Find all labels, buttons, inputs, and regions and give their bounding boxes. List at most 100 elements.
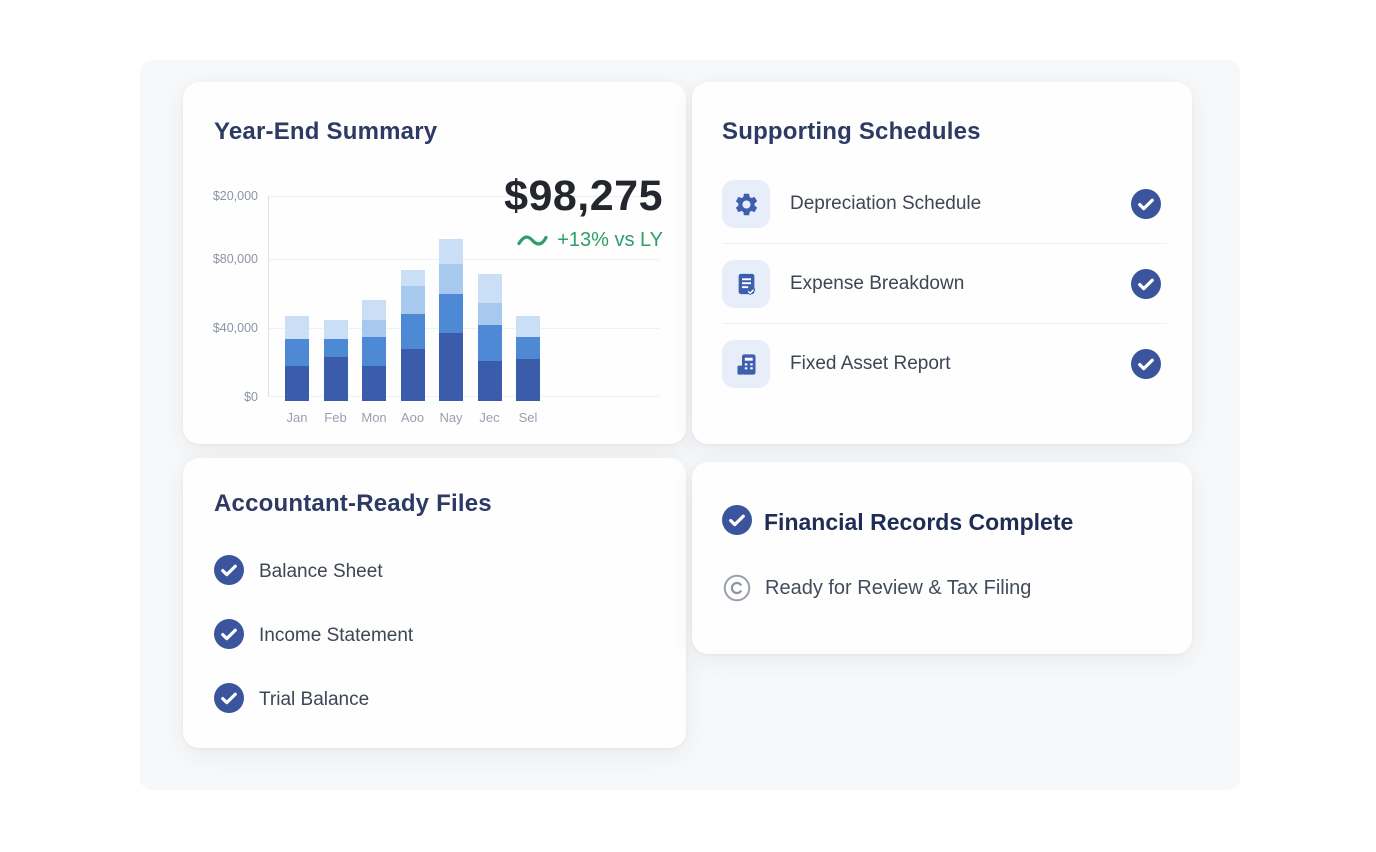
bar-column: Sel (516, 316, 540, 425)
bar-segment-tier-4-lightest (477, 274, 502, 304)
bar-column: Mon (361, 299, 387, 425)
bar-segment-tier-1-dark (400, 349, 425, 401)
year-end-bar-chart: Jan Feb Mon Aoo Nay (268, 196, 660, 425)
bar-segment-tier-3-light (362, 319, 386, 337)
x-axis-label: Jec (479, 410, 500, 425)
delta-row: +13% vs LY (504, 229, 663, 252)
bar-segment-tier-2-medium (400, 313, 425, 349)
schedule-label: Fixed Asset Report (790, 353, 951, 374)
card-title: Accountant-Ready Files (214, 490, 492, 517)
file-row[interactable]: Balance Sheet (214, 554, 383, 590)
y-axis-tick: $80,000 (212, 252, 258, 266)
bar-segment-tier-2-medium (477, 324, 502, 362)
check-circle-icon (1131, 349, 1161, 379)
file-row[interactable]: Income Statement (214, 618, 414, 654)
financial-status-card: Financial Records Complete Ready for Rev… (692, 462, 1192, 654)
bar-segment-tier-2-medium (516, 336, 540, 359)
check-circle-icon (1131, 269, 1161, 299)
gridline (269, 259, 660, 260)
x-axis-label: Feb (324, 410, 347, 425)
bar-segment-tier-4-lightest (400, 270, 425, 286)
y-axis-tick: $20,000 (212, 189, 258, 203)
bar-column: Nay (439, 238, 463, 425)
schedule-label: Expense Breakdown (790, 273, 965, 294)
icon-tile (722, 260, 770, 308)
check-circle-icon (722, 505, 752, 540)
status-row-complete: Financial Records Complete (722, 505, 1073, 540)
x-axis-label: Jan (286, 410, 308, 425)
check-circle-icon (214, 618, 244, 654)
bar-segment-tier-4-lightest (362, 299, 386, 320)
calculator-icon (737, 353, 755, 375)
schedule-row[interactable]: Fixed Asset Report (722, 340, 1167, 388)
bar-segment-tier-3-light (477, 303, 502, 325)
bar-segment-tier-1-dark (439, 333, 463, 401)
accountant-ready-files-card: Accountant-Ready Files Balance Sheet Inc… (183, 458, 686, 748)
bar-segment-tier-1-dark (362, 365, 386, 401)
total-value: $98,275 (504, 172, 663, 220)
y-axis-tick: $0 (244, 390, 258, 404)
card-title: Year-End Summary (214, 118, 438, 145)
trend-wave-icon (517, 235, 548, 246)
file-row[interactable]: Trial Balance (214, 682, 370, 718)
chart-bar (323, 319, 348, 401)
status-subtitle: Ready for Review & Tax Filing (765, 576, 1032, 599)
bar-column: Jec (477, 274, 502, 425)
schedule-row[interactable]: Expense Breakdown (722, 260, 1167, 308)
file-label: Trial Balance (259, 689, 370, 710)
x-axis-label: Aoo (400, 410, 425, 425)
bar-segment-tier-1-dark (323, 356, 348, 401)
bar-segment-tier-2-medium (362, 336, 386, 366)
card-title: Supporting Schedules (722, 118, 981, 145)
gear-icon (735, 193, 757, 215)
chart-bar (477, 274, 502, 401)
bar-column: Jan (285, 316, 309, 425)
bar-segment-tier-1-dark (285, 365, 309, 401)
x-axis-label: Sel (518, 410, 538, 425)
check-circle-icon (214, 554, 244, 590)
check-circle-icon (214, 682, 244, 718)
bar-segment-tier-2-medium (323, 338, 348, 357)
chart-bar (516, 316, 540, 401)
schedule-label: Depreciation Schedule (790, 193, 982, 214)
bar-column: Aoo (400, 270, 425, 425)
total-kpi: $98,275 +13% vs LY (504, 172, 663, 252)
gridline (269, 396, 660, 397)
bar-segment-tier-2-medium (439, 293, 463, 334)
year-end-summary-card: Year-End Summary $20,000 $80,000 $40,000… (183, 82, 686, 444)
chart-bar (400, 270, 425, 401)
supporting-schedules-card: Supporting Schedules Depreciation Schedu… (692, 82, 1192, 444)
chart-bar (362, 299, 386, 401)
bar-column: Feb (323, 319, 348, 425)
x-axis-label: Nay (439, 410, 463, 425)
bar-segment-tier-4-lightest (323, 319, 348, 339)
bar-segment-tier-1-dark (477, 361, 502, 401)
icon-tile (722, 340, 770, 388)
bar-segment-tier-3-light (400, 285, 425, 314)
y-axis: $20,000 $80,000 $40,000 $0 (183, 189, 258, 404)
file-label: Balance Sheet (259, 561, 383, 582)
file-label: Income Statement (259, 625, 414, 646)
bar-segment-tier-4-lightest (285, 316, 309, 339)
y-axis-tick: $40,000 (212, 321, 258, 335)
delta-label: +13% vs LY (557, 229, 663, 251)
bar-segment-tier-2-medium (285, 338, 309, 366)
divider (722, 243, 1167, 244)
circled-c-icon (723, 574, 751, 602)
document-check-icon (738, 273, 755, 295)
bar-group: Jan Feb Mon Aoo Nay (285, 238, 540, 425)
bar-segment-tier-3-light (439, 264, 463, 294)
x-axis-label: Mon (361, 410, 387, 425)
status-title: Financial Records Complete (764, 509, 1074, 535)
bar-segment-tier-4-lightest (439, 238, 463, 265)
gridline (269, 196, 660, 197)
gridline (269, 328, 660, 329)
chart-bar (439, 238, 463, 401)
chart-bar (285, 316, 309, 401)
divider (722, 323, 1167, 324)
schedule-row[interactable]: Depreciation Schedule (722, 180, 1167, 228)
check-circle-icon (1131, 189, 1161, 219)
bar-segment-tier-4-lightest (516, 316, 540, 337)
status-row-ready: Ready for Review & Tax Filing (723, 574, 1031, 602)
